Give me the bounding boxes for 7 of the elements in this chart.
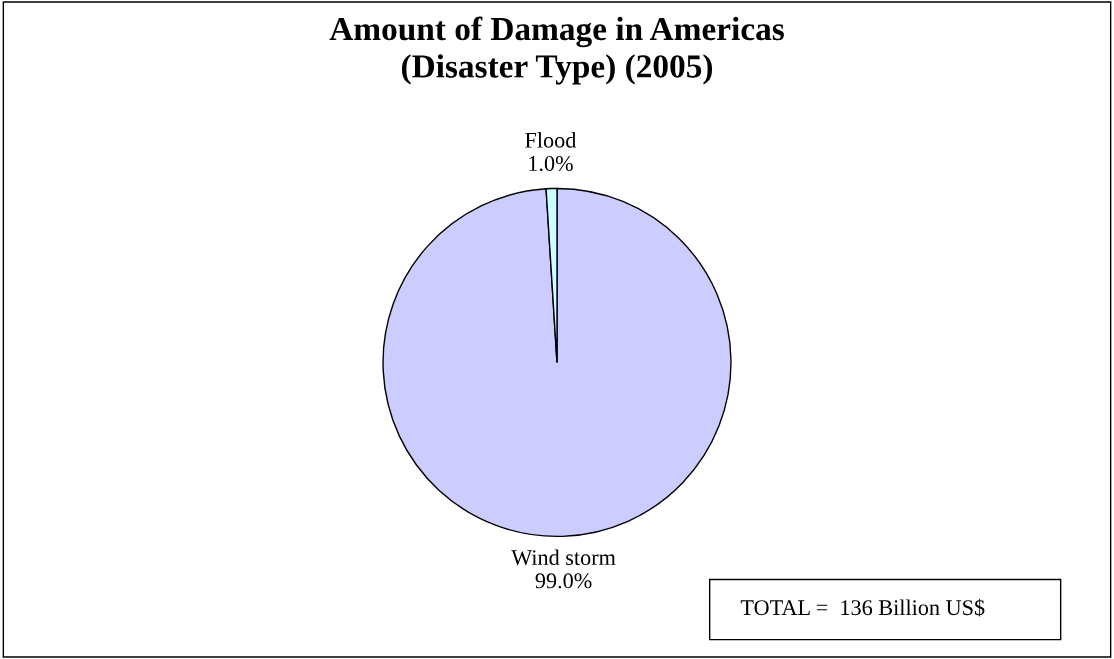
pie-slice (382, 187, 732, 538)
slice-label: Flood (525, 132, 577, 148)
chart-title: Amount of Damage in Americas (Disaster Type) (2005) (329, 16, 784, 85)
slice-label: Wind storm (511, 549, 616, 566)
text: TOTAL = 136 Billion US$ (740, 598, 985, 617)
data-label: 1.0% (529, 155, 573, 172)
data-label: 99.0% (535, 573, 592, 589)
